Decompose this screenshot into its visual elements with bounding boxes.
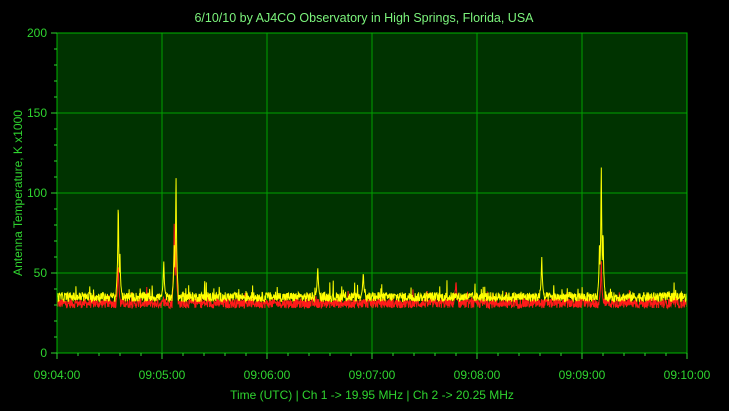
x-tick-label: 09:05:00	[139, 368, 186, 382]
y-tick-labels: 0 50 100 150 200	[27, 26, 47, 360]
tick-marks	[51, 32, 688, 359]
x-tick-label: 09:09:00	[559, 368, 606, 382]
x-tick-label: 09:04:00	[34, 368, 81, 382]
y-tick-label: 100	[27, 186, 47, 200]
x-tick-labels: 09:04:00 09:05:00 09:06:00 09:07:00 09:08:00…	[34, 368, 711, 382]
y-tick-label: 150	[27, 106, 47, 120]
x-tick-label: 09:08:00	[454, 368, 501, 382]
series-line-1	[56, 223, 688, 310]
y-tick-label: 50	[34, 266, 48, 280]
y-axis-label: Antenna Temperature, K x1000	[11, 110, 25, 276]
x-tick-label: 09:10:00	[664, 368, 711, 382]
x-tick-label: 09:06:00	[244, 368, 291, 382]
y-tick-label: 0	[40, 346, 47, 360]
grid	[57, 33, 687, 353]
x-tick-label: 09:07:00	[349, 368, 396, 382]
y-tick-label: 200	[27, 26, 47, 40]
series-line-2	[56, 167, 688, 304]
chart-title: 6/10/10 by AJ4CO Observatory in High Spr…	[194, 11, 534, 25]
x-axis-label: Time (UTC) | Ch 1 -> 19.95 MHz | Ch 2 ->…	[230, 388, 514, 402]
series-group	[56, 167, 688, 310]
